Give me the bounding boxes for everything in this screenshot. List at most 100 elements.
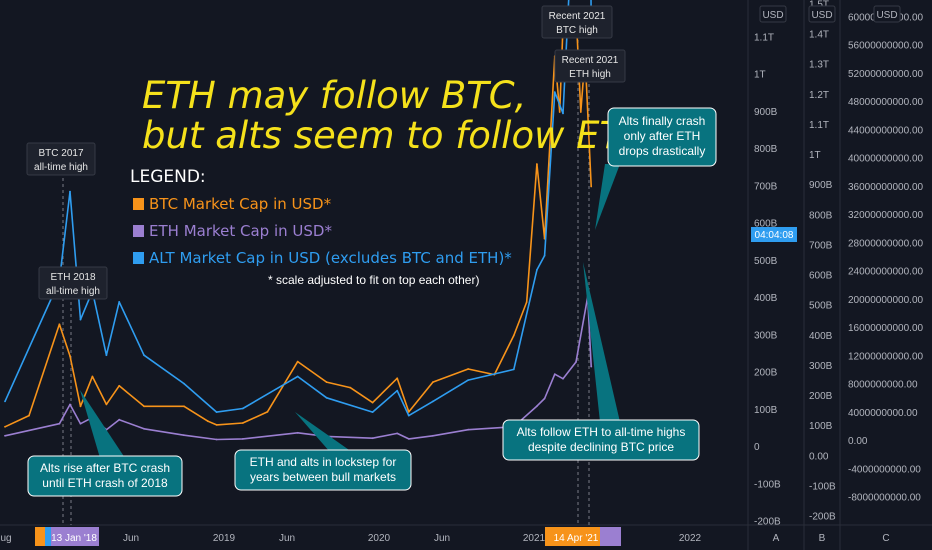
axis-footer-b[interactable]: B bbox=[819, 533, 826, 544]
data-point-btc bbox=[215, 424, 218, 426]
data-point-btc bbox=[118, 384, 121, 387]
legend-swatch-eth bbox=[133, 225, 144, 237]
x-tick: 2022 bbox=[679, 533, 702, 544]
data-point-alt bbox=[183, 382, 185, 385]
y-tick: 900B bbox=[809, 180, 833, 191]
marker-eth-2021: Recent 2021 ETH high bbox=[554, 49, 626, 83]
y-tick: -4000000000.00 bbox=[848, 464, 921, 475]
annotation-alts-follow-eth: Alts follow ETH to all-time highs despit… bbox=[502, 262, 700, 461]
data-point-alt bbox=[562, 112, 564, 115]
legend-swatch-btc bbox=[133, 198, 144, 210]
y-tick: 100B bbox=[809, 421, 833, 432]
data-point-alt bbox=[543, 254, 546, 257]
data-point-btc bbox=[536, 163, 538, 166]
data-point-eth bbox=[590, 365, 593, 368]
y-tick: 900B bbox=[754, 107, 778, 118]
marker-text: BTC high bbox=[556, 25, 598, 36]
legend-label-alt: ALT Market Cap in USD (excludes BTC and … bbox=[149, 249, 512, 267]
annotation-lockstep: ETH and alts in lockstep for years betwe… bbox=[234, 412, 412, 491]
data-point-eth bbox=[553, 373, 556, 376]
y-tick: 800B bbox=[754, 144, 778, 155]
x-highlight-eth-right bbox=[600, 527, 621, 546]
x-tick: Jun bbox=[434, 533, 450, 544]
marker-text: all-time high bbox=[34, 162, 88, 173]
data-point-btc bbox=[143, 405, 145, 408]
axis-footer-c[interactable]: C bbox=[882, 533, 889, 544]
legend-note: * scale adjusted to fit on top each othe… bbox=[268, 273, 479, 287]
countdown-badge bbox=[751, 227, 797, 242]
data-point-btc bbox=[467, 368, 470, 370]
y-tick: 0 bbox=[754, 442, 760, 453]
axis-footer-a[interactable]: A bbox=[773, 533, 780, 544]
y-tick: 4000000000.00 bbox=[848, 408, 918, 419]
axis-c-unit-box[interactable] bbox=[873, 5, 901, 23]
legend-label-btc: BTC Market Cap in USD* bbox=[149, 195, 332, 213]
y-tick: 16000000000.00 bbox=[848, 323, 924, 334]
countdown-label: 04:04:08 bbox=[755, 230, 794, 241]
price-axis-a[interactable]: 1.1T 1T 900B 800B 700B 600B 500B 400B 300B 200B 10… bbox=[754, 33, 781, 528]
axis-b-unit: USD bbox=[811, 10, 832, 21]
y-tick: 200B bbox=[809, 391, 833, 402]
data-point-alt bbox=[4, 400, 6, 403]
y-tick: 0.00 bbox=[809, 451, 829, 462]
marker-text: all-time high bbox=[46, 286, 100, 297]
y-tick: 600B bbox=[809, 271, 833, 282]
data-point-btc bbox=[207, 420, 209, 423]
axis-a-unit-box[interactable] bbox=[759, 5, 787, 23]
y-tick: 32000000000.00 bbox=[848, 210, 924, 221]
y-tick: 400B bbox=[809, 331, 833, 342]
data-point-btc bbox=[590, 185, 593, 188]
data-point-alt bbox=[325, 396, 328, 399]
y-tick: 1.2T bbox=[809, 90, 829, 101]
x-tick: 2020 bbox=[368, 533, 391, 544]
data-point-alt bbox=[296, 375, 299, 378]
y-tick: 600B bbox=[754, 219, 778, 230]
y-tick: 8000000000.00 bbox=[848, 380, 918, 391]
legend-label-eth: ETH Market Cap in USD* bbox=[149, 222, 332, 240]
axis-b-unit-box[interactable] bbox=[808, 5, 836, 23]
data-point-eth bbox=[407, 438, 410, 440]
data-point-eth bbox=[432, 434, 434, 437]
annotation-text: Alts follow ETH to all-time highs bbox=[517, 425, 686, 439]
y-tick: 1.3T bbox=[809, 60, 829, 71]
data-point-alt bbox=[215, 411, 218, 413]
y-tick: 48000000000.00 bbox=[848, 97, 924, 108]
series-line-btc bbox=[4, 10, 592, 428]
legend-heading: LEGEND: bbox=[130, 167, 206, 187]
price-axis-b[interactable]: 1.5T 1.4T 1.3T 1.2T 1.1T 1T 900B 800B 700B 600B 50… bbox=[809, 0, 836, 523]
data-point-eth bbox=[296, 431, 299, 434]
x-highlight-btc-left bbox=[35, 527, 45, 546]
data-point-eth bbox=[183, 434, 185, 437]
marker-text: ETH 2018 bbox=[50, 272, 95, 283]
x-highlight-left-label: 13 Jan '18 bbox=[51, 533, 97, 544]
y-tick: 100B bbox=[754, 405, 778, 416]
data-point-eth bbox=[575, 361, 577, 363]
y-tick: -100B bbox=[754, 479, 781, 490]
y-tick: 52000000000.00 bbox=[848, 69, 924, 80]
y-tick: 1.1T bbox=[754, 33, 774, 44]
annotation-text: Alts rise after BTC crash bbox=[40, 461, 170, 475]
y-tick: 400B bbox=[754, 293, 778, 304]
x-tick: Jun bbox=[279, 533, 295, 544]
data-point-btc bbox=[349, 386, 352, 389]
annotation-text: years between bull markets bbox=[250, 470, 396, 484]
data-point-alt bbox=[79, 318, 82, 321]
data-point-alt bbox=[143, 354, 145, 357]
data-point-btc bbox=[4, 425, 6, 428]
data-point-alt bbox=[371, 411, 374, 413]
chart-title-line-1: ETH may follow BTC, bbox=[142, 74, 526, 117]
data-point-alt bbox=[118, 301, 121, 303]
data-point-btc bbox=[79, 405, 82, 408]
marker-btc-2017: BTC 2017 all-time high bbox=[26, 142, 96, 176]
marker-text: BTC 2017 bbox=[38, 148, 83, 159]
y-tick: 1T bbox=[809, 150, 821, 161]
marker-text: Recent 2021 bbox=[549, 11, 606, 22]
y-tick: 44000000000.00 bbox=[848, 125, 924, 136]
data-point-btc bbox=[325, 381, 328, 383]
data-point-btc bbox=[396, 377, 399, 380]
data-point-eth bbox=[143, 427, 145, 430]
data-point-btc bbox=[105, 403, 108, 406]
legend-swatch-alt bbox=[133, 252, 144, 264]
